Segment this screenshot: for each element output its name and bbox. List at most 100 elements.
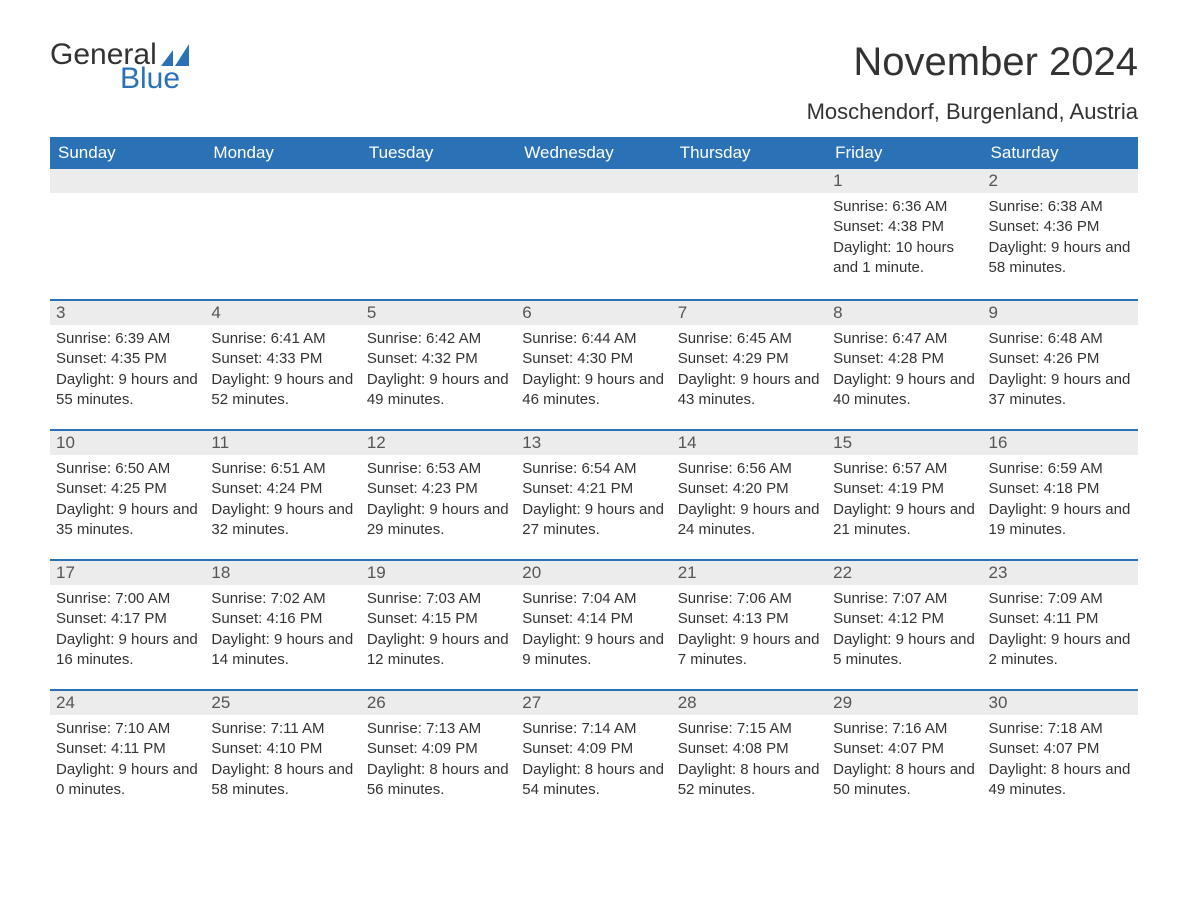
calendar-day-cell: 23Sunrise: 7:09 AMSunset: 4:11 PMDayligh… (983, 559, 1138, 689)
sunrise-text: Sunrise: 6:38 AM (989, 197, 1132, 217)
sunset-text: Sunset: 4:23 PM (367, 479, 510, 499)
calendar-day-cell: 28Sunrise: 7:15 AMSunset: 4:08 PMDayligh… (672, 689, 827, 819)
day-number: 27 (516, 689, 671, 715)
sunset-text: Sunset: 4:07 PM (833, 739, 976, 759)
calendar-day-cell (672, 169, 827, 299)
sunrise-text: Sunrise: 7:18 AM (989, 719, 1132, 739)
day-details: Sunrise: 7:13 AMSunset: 4:09 PMDaylight:… (361, 715, 516, 804)
daylight-text: Daylight: 9 hours and 19 minutes. (989, 500, 1132, 541)
calendar-day-cell: 29Sunrise: 7:16 AMSunset: 4:07 PMDayligh… (827, 689, 982, 819)
calendar-day-cell: 18Sunrise: 7:02 AMSunset: 4:16 PMDayligh… (205, 559, 360, 689)
daylight-text: Daylight: 9 hours and 29 minutes. (367, 500, 510, 541)
daylight-text: Daylight: 9 hours and 55 minutes. (56, 370, 199, 411)
day-details: Sunrise: 6:36 AMSunset: 4:38 PMDaylight:… (827, 193, 982, 282)
sunrise-text: Sunrise: 7:04 AM (522, 589, 665, 609)
daylight-text: Daylight: 9 hours and 52 minutes. (211, 370, 354, 411)
day-details: Sunrise: 6:56 AMSunset: 4:20 PMDaylight:… (672, 455, 827, 544)
day-number: 10 (50, 429, 205, 455)
sunset-text: Sunset: 4:35 PM (56, 349, 199, 369)
sunrise-text: Sunrise: 7:14 AM (522, 719, 665, 739)
sunrise-text: Sunrise: 6:39 AM (56, 329, 199, 349)
day-details: Sunrise: 7:04 AMSunset: 4:14 PMDaylight:… (516, 585, 671, 674)
day-number: 4 (205, 299, 360, 325)
calendar-day-cell: 27 Sunrise: 7:14 AMSunset: 4:09 PMDayligh… (516, 689, 671, 819)
day-details: Sunrise: 7:02 AMSunset: 4:16 PMDaylight:… (205, 585, 360, 674)
sunrise-text: Sunrise: 6:56 AM (678, 459, 821, 479)
day-number: 13 (516, 429, 671, 455)
day-number: 29 (827, 689, 982, 715)
sunset-text: Sunset: 4:09 PM (522, 739, 665, 759)
sunset-text: Sunset: 4:11 PM (56, 739, 199, 759)
sunrise-text: Sunrise: 6:36 AM (833, 197, 976, 217)
daylight-text: Daylight: 8 hours and 50 minutes. (833, 760, 976, 801)
sunset-text: Sunset: 4:26 PM (989, 349, 1132, 369)
calendar-day-cell: 21Sunrise: 7:06 AMSunset: 4:13 PMDayligh… (672, 559, 827, 689)
calendar-day-cell: 26Sunrise: 7:13 AMSunset: 4:09 PMDayligh… (361, 689, 516, 819)
calendar-table: SundayMondayTuesdayWednesdayThursdayFrid… (50, 137, 1138, 819)
day-number: 7 (672, 299, 827, 325)
day-number: 1 (827, 169, 982, 193)
sunset-text: Sunset: 4:08 PM (678, 739, 821, 759)
day-number: 19 (361, 559, 516, 585)
sunset-text: Sunset: 4:09 PM (367, 739, 510, 759)
daylight-text: Daylight: 9 hours and 5 minutes. (833, 630, 976, 671)
calendar-day-cell: 1Sunrise: 6:36 AMSunset: 4:38 PMDaylight… (827, 169, 982, 299)
daylight-text: Daylight: 9 hours and 2 minutes. (989, 630, 1132, 671)
calendar-day-cell: 4Sunrise: 6:41 AMSunset: 4:33 PMDaylight… (205, 299, 360, 429)
day-details: Sunrise: 6:54 AMSunset: 4:21 PMDaylight:… (516, 455, 671, 544)
weekday-header: Saturday (983, 137, 1138, 169)
sunrise-text: Sunrise: 6:57 AM (833, 459, 976, 479)
day-details: Sunrise: 6:50 AMSunset: 4:25 PMDaylight:… (50, 455, 205, 544)
sunset-text: Sunset: 4:12 PM (833, 609, 976, 629)
calendar-day-cell (516, 169, 671, 299)
daylight-text: Daylight: 9 hours and 24 minutes. (678, 500, 821, 541)
calendar-day-cell: 15Sunrise: 6:57 AMSunset: 4:19 PMDayligh… (827, 429, 982, 559)
sunset-text: Sunset: 4:07 PM (989, 739, 1132, 759)
day-number: 26 (361, 689, 516, 715)
sunset-text: Sunset: 4:36 PM (989, 217, 1132, 237)
sunset-text: Sunset: 4:29 PM (678, 349, 821, 369)
day-number-blank (50, 169, 205, 193)
sunset-text: Sunset: 4:18 PM (989, 479, 1132, 499)
daylight-text: Daylight: 8 hours and 54 minutes. (522, 760, 665, 801)
sunrise-text: Sunrise: 7:00 AM (56, 589, 199, 609)
daylight-text: Daylight: 9 hours and 14 minutes. (211, 630, 354, 671)
calendar-day-cell: 7Sunrise: 6:45 AMSunset: 4:29 PMDaylight… (672, 299, 827, 429)
sunset-text: Sunset: 4:25 PM (56, 479, 199, 499)
weekday-header: Sunday (50, 137, 205, 169)
day-number: 17 (50, 559, 205, 585)
calendar-day-cell: 6Sunrise: 6:44 AMSunset: 4:30 PMDaylight… (516, 299, 671, 429)
day-number: 5 (361, 299, 516, 325)
day-number: 22 (827, 559, 982, 585)
month-title: November 2024 (807, 40, 1138, 85)
sunset-text: Sunset: 4:28 PM (833, 349, 976, 369)
sunset-text: Sunset: 4:15 PM (367, 609, 510, 629)
sunrise-text: Sunrise: 7:06 AM (678, 589, 821, 609)
calendar-day-cell: 24Sunrise: 7:10 AMSunset: 4:11 PMDayligh… (50, 689, 205, 819)
sunrise-text: Sunrise: 7:07 AM (833, 589, 976, 609)
day-number-blank (361, 169, 516, 193)
calendar-day-cell: 3Sunrise: 6:39 AMSunset: 4:35 PMDaylight… (50, 299, 205, 429)
day-number-blank (516, 169, 671, 193)
day-details: Sunrise: 7:06 AMSunset: 4:13 PMDaylight:… (672, 585, 827, 674)
weekday-header: Monday (205, 137, 360, 169)
daylight-text: Daylight: 8 hours and 52 minutes. (678, 760, 821, 801)
day-number: 2 (983, 169, 1138, 193)
calendar-day-cell: 12Sunrise: 6:53 AMSunset: 4:23 PMDayligh… (361, 429, 516, 559)
day-number: 24 (50, 689, 205, 715)
day-details: Sunrise: 7:10 AMSunset: 4:11 PMDaylight:… (50, 715, 205, 804)
calendar-week-row: 17Sunrise: 7:00 AMSunset: 4:17 PMDayligh… (50, 559, 1138, 689)
sunset-text: Sunset: 4:33 PM (211, 349, 354, 369)
sunrise-text: Sunrise: 7:09 AM (989, 589, 1132, 609)
sunset-text: Sunset: 4:32 PM (367, 349, 510, 369)
day-number: 12 (361, 429, 516, 455)
daylight-text: Daylight: 9 hours and 46 minutes. (522, 370, 665, 411)
calendar-day-cell: 25Sunrise: 7:11 AMSunset: 4:10 PMDayligh… (205, 689, 360, 819)
sunset-text: Sunset: 4:19 PM (833, 479, 976, 499)
calendar-week-row: 24Sunrise: 7:10 AMSunset: 4:11 PMDayligh… (50, 689, 1138, 819)
daylight-text: Daylight: 9 hours and 49 minutes. (367, 370, 510, 411)
day-details: Sunrise: 7:09 AMSunset: 4:11 PMDaylight:… (983, 585, 1138, 674)
day-details: Sunrise: 7:16 AMSunset: 4:07 PMDaylight:… (827, 715, 982, 804)
day-details: Sunrise: 6:44 AMSunset: 4:30 PMDaylight:… (516, 325, 671, 414)
calendar-day-cell (361, 169, 516, 299)
